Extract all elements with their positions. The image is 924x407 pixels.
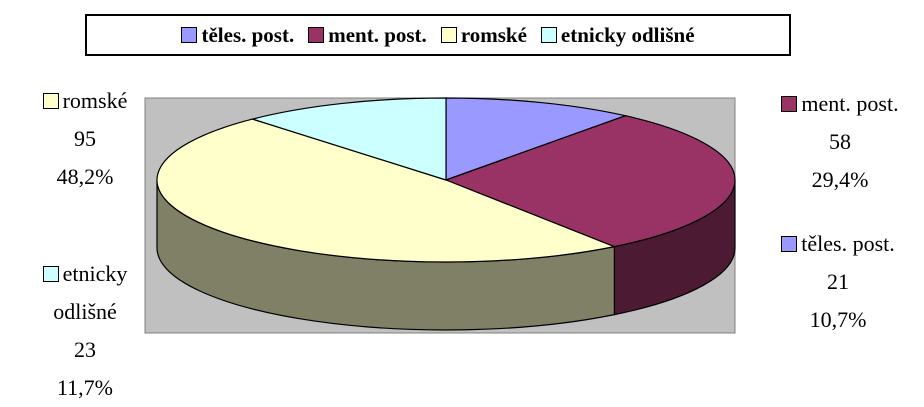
data-label: romské 95 48,2% [10,82,160,196]
data-label-category: těles. post. [801,231,895,256]
legend-swatch [308,26,325,43]
slice [444,115,736,248]
slice [250,97,447,181]
data-label-value: 21 [827,269,849,294]
data-label-name: etnicky odlišné [10,255,160,331]
label-swatch [781,96,798,112]
data-label-value: 95 [74,126,96,151]
data-label-name: těles. post. [763,225,913,263]
data-label: ment. post. 58 29,4% [760,85,920,199]
data-label-value: 58 [829,129,851,154]
legend-label: etnicky odlišné [560,22,695,47]
legend-swatch [181,26,198,43]
legend-swatch [540,26,557,43]
legend-label: těles. post. [201,22,295,47]
data-label-percent: 10,7% [809,307,867,332]
data-label-name: ment. post. [760,85,920,123]
slice [156,118,617,263]
label-swatch [781,236,798,252]
data-label: těles. post. 21 10,7% [763,225,913,339]
data-label-category: ment. post. [801,91,899,116]
data-label-name: romské [10,82,160,120]
label-swatch [42,93,59,109]
data-label-category: etnicky odlišné [53,261,128,324]
data-label-percent: 11,7% [56,375,113,400]
label-swatch [42,266,59,282]
legend: těles. post. ment. post. romské etnicky odl… [85,14,791,56]
slice [445,97,628,181]
data-label: etnicky odlišné 23 11,7% [10,255,160,407]
data-label-percent: 48,2% [56,164,114,189]
data-label-percent: 29,4% [811,167,869,192]
legend-item: romské [440,22,527,48]
legend-swatch [440,26,457,43]
legend-label: romské [460,22,527,47]
legend-item: ment. post. [308,23,427,48]
legend-item: etnicky odlišné [540,22,695,48]
legend-item: těles. post. [181,23,294,48]
data-label-category: romské [62,88,128,113]
data-label-value: 23 [74,337,96,362]
legend-label: ment. post. [328,22,427,47]
